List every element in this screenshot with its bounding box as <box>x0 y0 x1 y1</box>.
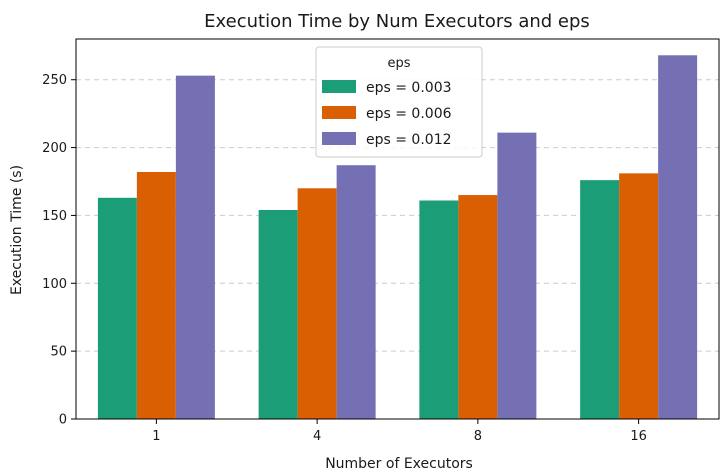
y-tick-label: 200 <box>42 141 67 156</box>
bar <box>619 173 659 419</box>
bar <box>580 180 620 419</box>
y-tick-label: 150 <box>42 209 67 224</box>
x-tick-label: 16 <box>630 429 647 444</box>
x-tick-label: 1 <box>152 429 160 444</box>
legend: eps eps = 0.003 eps = 0.006 eps = 0.012 <box>315 46 483 158</box>
bar <box>97 197 137 419</box>
legend-title: eps <box>387 56 410 71</box>
bar <box>258 210 298 419</box>
chart-title: Execution Time by Num Executors and eps <box>204 11 590 32</box>
bar <box>497 132 537 419</box>
bar <box>658 55 698 420</box>
bar <box>297 188 337 419</box>
bar <box>419 200 459 419</box>
legend-swatch <box>322 80 356 93</box>
y-tick-label: 50 <box>50 345 67 360</box>
legend-swatch <box>322 132 356 145</box>
y-tick-label: 250 <box>42 73 67 88</box>
y-axis-label: Execution Time (s) <box>9 165 25 295</box>
legend-label: eps = 0.012 <box>366 132 452 148</box>
y-tick-label: 0 <box>59 413 67 428</box>
legend-label: eps = 0.006 <box>366 106 452 122</box>
plot-frame <box>75 38 720 420</box>
x-tick-label: 4 <box>313 429 321 444</box>
legend-swatch <box>322 106 356 119</box>
x-tick-label: 8 <box>474 429 482 444</box>
bar <box>136 172 176 419</box>
legend-frame <box>315 46 483 158</box>
x-axis-label: Number of Executors <box>325 456 473 472</box>
axes: 0 50 100 150 200 250 1 4 8 16 <box>42 38 720 444</box>
bar <box>175 75 215 420</box>
legend-label: eps = 0.003 <box>366 80 452 96</box>
bars <box>97 55 698 420</box>
bar <box>458 195 498 419</box>
bar <box>336 165 376 419</box>
y-tick-label: 100 <box>42 277 67 292</box>
